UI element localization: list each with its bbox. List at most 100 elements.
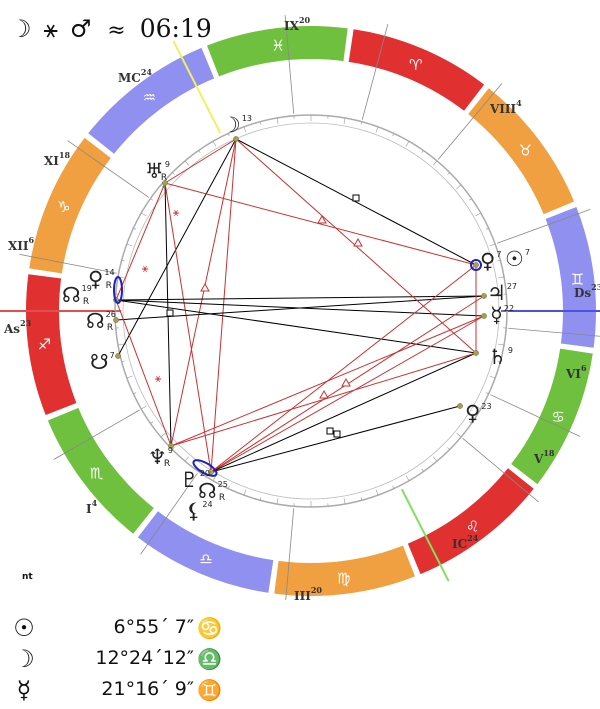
degree-tick [392, 133, 395, 137]
degree-tick [485, 392, 489, 395]
degree-tick [276, 117, 279, 124]
trine-marker [200, 282, 210, 292]
planet-degree: 22 [504, 304, 514, 313]
house-degree: 24 [467, 533, 479, 543]
zodiac-sign-icon: ♊ [571, 270, 584, 288]
planet-degree: 13 [242, 114, 252, 123]
retrograde-mark: R [161, 173, 167, 183]
planet-degree: 26 [106, 310, 116, 319]
zodiac-sector [274, 545, 415, 596]
position-degree: 12°24´12″ [95, 647, 194, 669]
planet-degree: 20 [200, 469, 210, 478]
aspect-line [170, 138, 237, 447]
degree-tick [227, 133, 230, 137]
planet-degree: 9 [165, 160, 170, 169]
degree-tick [405, 475, 410, 481]
zodiac-sector [29, 137, 111, 274]
house-degree: 20 [299, 15, 311, 25]
degree-tick [133, 392, 137, 395]
square-marker [166, 309, 174, 317]
degree-tick [375, 126, 379, 133]
conjunction-ring [192, 459, 218, 477]
square-marker [326, 427, 334, 435]
retrograde-mark: R [106, 281, 112, 291]
natal-chart-wheel: ♐♑♒♓♈♉♊♋♌♍♎♏ I4III20IC24V18VI6Ds23VIII4I… [0, 15, 600, 600]
zodiac-sign-icon: ♍ [337, 569, 350, 587]
planet-icon: ♃27 [487, 281, 517, 305]
planet-dot [457, 403, 463, 409]
planet-icon: ♄9 [488, 345, 513, 369]
degree-tick [405, 141, 410, 147]
libra-icon: ♎ [197, 647, 222, 671]
aspect-line [170, 352, 477, 447]
degree-tick [172, 172, 175, 175]
degree-tick [421, 150, 424, 154]
sextile-marker: ⚹ [142, 262, 149, 275]
zodiac-sign-icon: ♌ [466, 517, 479, 535]
degree-tick [117, 343, 124, 346]
house-label: XII6 [8, 235, 35, 253]
zodiac-sector [137, 511, 274, 593]
zodiac-sector [25, 274, 77, 415]
inner-circle [122, 122, 500, 500]
house-degree: 4 [92, 498, 98, 508]
position-degree: 21°16´ 9″ [101, 678, 194, 700]
planet-dot [481, 293, 487, 299]
conjunction-ring [470, 259, 482, 271]
degree-tick [243, 126, 247, 133]
planet-dot [473, 262, 479, 268]
planet-icon: ☉7 [505, 247, 530, 271]
degree-tick [133, 227, 137, 230]
planet-icon: ☊26 R [86, 309, 116, 333]
degree-tick [184, 456, 190, 462]
mars-icon: ♂ [69, 15, 92, 43]
degree-tick [497, 360, 501, 363]
planet-dot [208, 469, 214, 475]
zodiac-sector [545, 207, 596, 348]
aspect-line [164, 182, 477, 266]
planet-degree: 27 [507, 282, 517, 291]
house-cusp-line [508, 327, 600, 337]
zodiac-sign-icon: ♒ [143, 89, 156, 107]
degree-tick [447, 447, 450, 450]
house-cusp-line [67, 140, 150, 198]
degree-tick [475, 405, 481, 410]
house-cusp-line [284, 15, 295, 114]
zodiac-sector [348, 29, 485, 111]
planet-dot [113, 317, 119, 323]
degree-tick [160, 432, 166, 438]
house-cusp-line [361, 24, 389, 120]
square-marker [333, 430, 341, 438]
zodiac-sector [407, 468, 534, 575]
aspect-line [164, 182, 212, 473]
house-degree: 23 [591, 282, 600, 292]
planet-degree: 7 [110, 351, 115, 360]
aspect-line [164, 138, 237, 184]
zodiac-sign-icon: ♈ [409, 56, 422, 74]
moon-icon: ☽ [10, 15, 32, 43]
degree-tick [150, 421, 154, 424]
planet-degree: 14 [104, 268, 114, 277]
planet-degree: 9 [168, 446, 173, 455]
degree-tick [489, 375, 496, 379]
planet-icon: ☿22 [490, 303, 514, 327]
planet-icon: ♆9 R [148, 445, 173, 469]
degree-tick [212, 475, 217, 481]
house-label: I4 [86, 498, 98, 516]
house-degree: 6 [581, 363, 587, 373]
aspect-line [235, 138, 477, 266]
degree-tick [172, 447, 175, 450]
zodiac-sector [468, 88, 575, 215]
retrograde-mark: R [219, 493, 225, 503]
aspect-line [115, 295, 485, 321]
aspect-lines: ⚹ ⚹ ⚹ [113, 136, 487, 477]
degree-tick [212, 141, 217, 147]
degree-tick [421, 468, 424, 472]
mercury-icon: ☿ [16, 676, 32, 704]
zodiac-sector [88, 47, 215, 154]
degree-tick [141, 405, 147, 410]
house-cusp-line [140, 472, 198, 555]
gemini-icon: ♊ [197, 678, 222, 702]
midheaven-axis [172, 40, 222, 134]
planet-icon: ⚸24 [186, 499, 213, 523]
